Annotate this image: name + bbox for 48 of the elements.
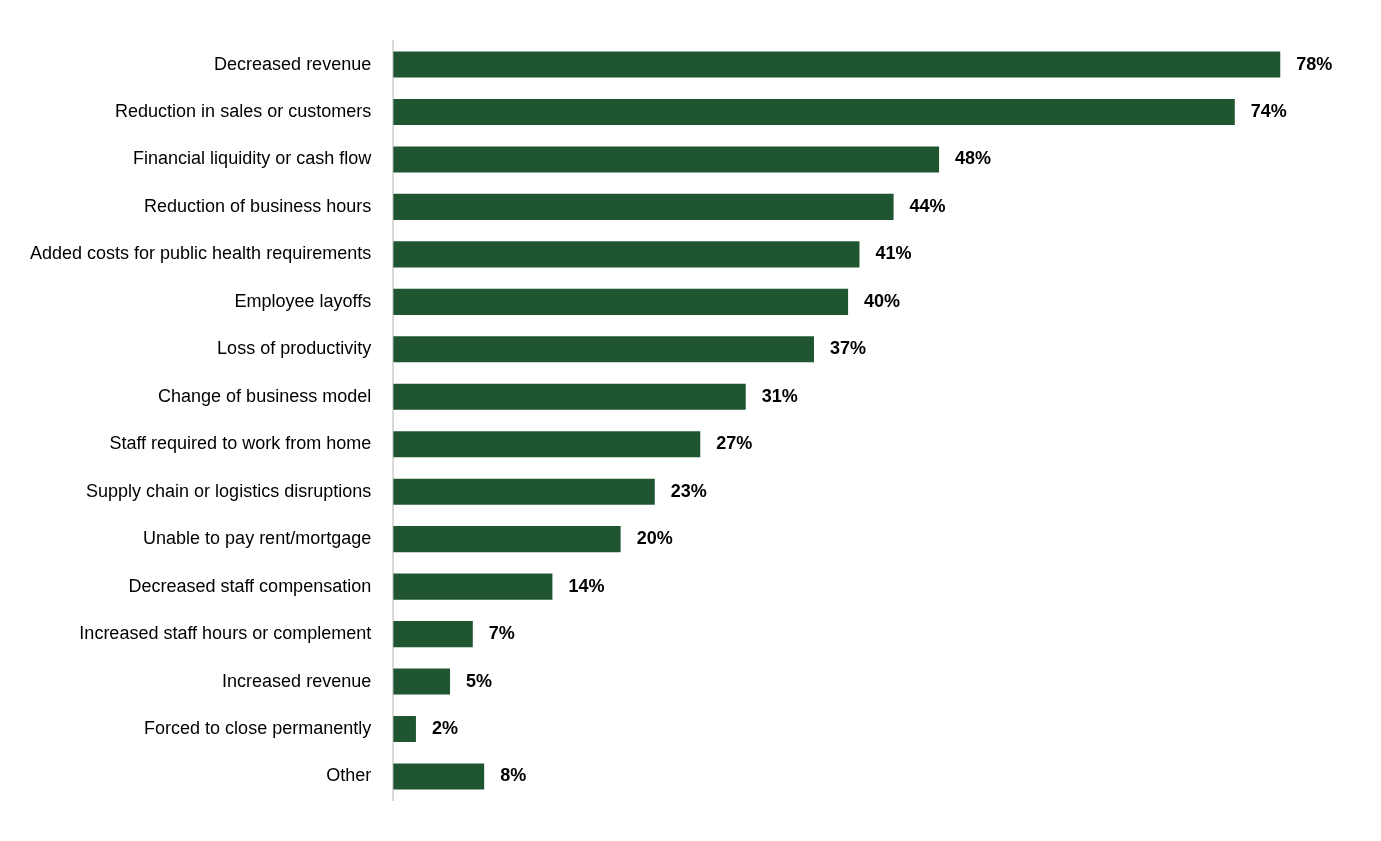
y-tick-label: Increased staff hours or complement (79, 623, 372, 644)
data-label: 40% (864, 290, 901, 311)
data-label: 7% (488, 623, 515, 644)
data-label: 20% (636, 528, 673, 549)
data-label: 41% (875, 243, 912, 264)
y-tick-label: Supply chain or logistics disruptions (86, 480, 372, 501)
bar (393, 288, 849, 315)
bar (393, 193, 894, 220)
y-tick-label: Staff required to work from home (109, 433, 372, 454)
y-tick-label: Added costs for public health requirements (29, 243, 372, 264)
y-tick-label: Reduction of business hours (144, 195, 372, 216)
data-label: 48% (955, 148, 992, 169)
y-tick-label: Employee layoffs (234, 290, 372, 311)
data-label: 74% (1250, 100, 1287, 121)
bar (393, 98, 1235, 126)
data-label: 14% (568, 575, 605, 596)
data-label: 8% (500, 765, 527, 786)
y-tick-label: Loss of productivity (217, 338, 372, 359)
bar (393, 51, 1281, 78)
bar (393, 763, 485, 790)
data-label: 37% (829, 338, 867, 359)
bar (393, 526, 621, 553)
y-tick-label: Other (326, 765, 372, 786)
bar (393, 431, 701, 458)
y-tick-label: Forced to close permanently (144, 717, 372, 738)
data-label: 78% (1296, 53, 1333, 74)
bar (393, 478, 655, 505)
bar (393, 146, 940, 173)
bar (393, 668, 451, 695)
y-tick-label: Decreased revenue (214, 53, 372, 74)
bar (393, 383, 746, 410)
data-label: 31% (761, 385, 798, 406)
data-label: 23% (670, 480, 707, 501)
data-label: 5% (466, 670, 493, 691)
y-tick-label: Decreased staff compensation (128, 575, 372, 596)
bar (393, 573, 553, 600)
y-tick-label: Reduction in sales or customers (115, 100, 372, 121)
data-label: 44% (909, 195, 946, 216)
data-label: 2% (431, 717, 458, 738)
y-tick-label: Increased revenue (222, 670, 372, 691)
bar (393, 336, 814, 363)
bar (393, 241, 860, 268)
y-tick-label: Change of business model (158, 385, 372, 406)
y-tick-label: Unable to pay rent/mortgage (143, 528, 372, 549)
bar (393, 621, 473, 648)
data-label: 27% (716, 433, 753, 454)
bar (393, 715, 416, 743)
y-tick-label: Financial liquidity or cash flow (133, 148, 373, 169)
